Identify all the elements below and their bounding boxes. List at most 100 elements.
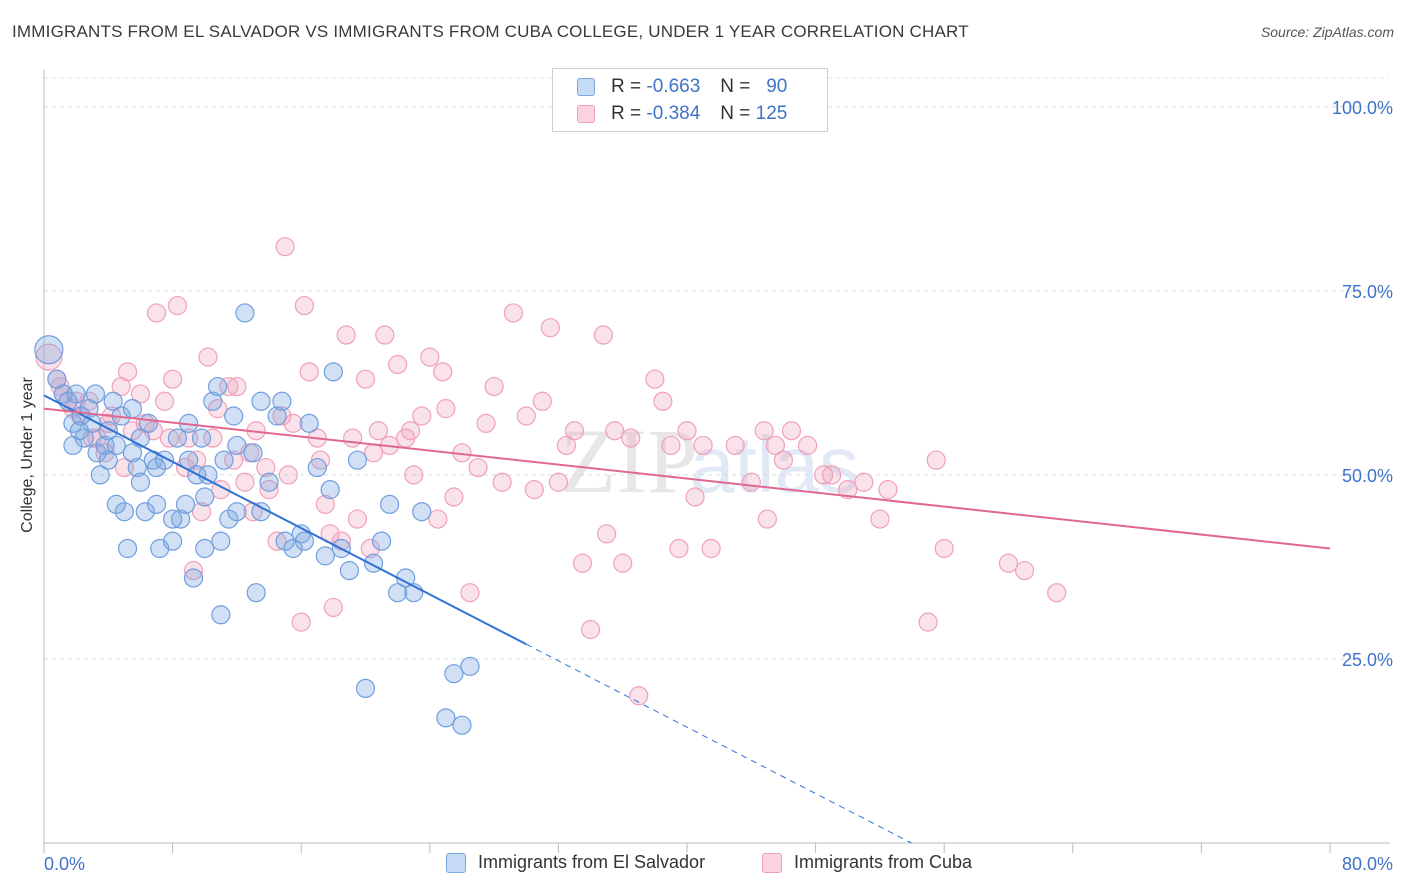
data-point-cuba bbox=[299, 362, 319, 382]
swatch-el-salvador bbox=[577, 78, 595, 96]
data-point-cuba bbox=[613, 553, 633, 573]
data-point-cuba bbox=[412, 406, 432, 426]
data-point-el-salvador bbox=[98, 450, 118, 470]
data-point-cuba bbox=[235, 472, 255, 492]
data-point-el-salvador bbox=[117, 538, 138, 559]
data-point-cuba bbox=[532, 391, 552, 411]
data-point-el-salvador bbox=[146, 494, 167, 514]
legend-item-cuba[interactable]: Immigrants from Cuba bbox=[762, 852, 972, 873]
data-point-cuba bbox=[363, 443, 384, 463]
data-point-cuba bbox=[797, 435, 818, 456]
data-point-cuba bbox=[436, 399, 456, 419]
data-point-el-salvador bbox=[224, 406, 244, 426]
data-point-cuba bbox=[564, 421, 585, 441]
data-point-el-salvador bbox=[191, 428, 212, 448]
data-point-el-salvador bbox=[452, 715, 472, 735]
data-point-cuba bbox=[35, 343, 63, 371]
data-point-el-salvador bbox=[87, 443, 107, 463]
data-point-cuba bbox=[516, 406, 536, 426]
data-point-cuba bbox=[272, 406, 292, 426]
data-point-el-salvador bbox=[66, 384, 86, 404]
data-point-cuba bbox=[130, 384, 151, 404]
trend-line-el-salvador-dashed bbox=[526, 643, 912, 844]
data-point-cuba bbox=[163, 369, 183, 389]
data-point-cuba bbox=[580, 619, 601, 640]
data-point-cuba bbox=[701, 538, 721, 559]
data-point-el-salvador bbox=[246, 583, 266, 603]
data-point-el-salvador bbox=[195, 538, 215, 559]
data-point-cuba bbox=[433, 362, 453, 382]
data-point-cuba bbox=[781, 421, 802, 441]
data-point-el-salvador bbox=[95, 435, 115, 456]
data-point-el-salvador bbox=[347, 450, 368, 470]
data-point-cuba bbox=[368, 421, 388, 441]
data-point-el-salvador bbox=[106, 435, 126, 456]
data-point-el-salvador bbox=[85, 384, 106, 404]
data-point-el-salvador bbox=[283, 538, 303, 559]
data-point-el-salvador bbox=[211, 531, 231, 551]
data-point-cuba bbox=[870, 509, 890, 529]
data-point-el-salvador bbox=[444, 664, 464, 684]
data-point-cuba bbox=[685, 487, 705, 507]
grid-lines bbox=[44, 77, 1390, 660]
data-point-el-salvador bbox=[460, 656, 480, 676]
data-point-el-salvador bbox=[171, 509, 191, 529]
data-point-cuba bbox=[757, 509, 777, 529]
data-point-cuba bbox=[420, 347, 440, 367]
data-point-cuba bbox=[294, 295, 315, 316]
data-point-cuba bbox=[814, 465, 834, 485]
data-points bbox=[34, 237, 1067, 735]
data-point-cuba bbox=[677, 421, 697, 441]
data-point-cuba bbox=[191, 502, 212, 522]
data-point-cuba bbox=[227, 376, 247, 397]
stats-legend: R = -0.663 N = 90 R = -0.384 N = 125 bbox=[552, 68, 828, 132]
data-point-cuba bbox=[822, 465, 842, 485]
swatch-cuba bbox=[577, 105, 595, 123]
data-point-el-salvador bbox=[63, 413, 83, 433]
data-point-cuba bbox=[360, 538, 380, 559]
data-point-el-salvador bbox=[299, 413, 319, 433]
data-point-el-salvador bbox=[163, 509, 183, 529]
data-point-el-salvador bbox=[227, 435, 247, 456]
data-point-el-salvador bbox=[34, 335, 64, 365]
data-point-el-salvador bbox=[122, 443, 143, 463]
legend-item-el-salvador[interactable]: Immigrants from El Salvador bbox=[446, 852, 705, 873]
data-point-el-salvador bbox=[219, 509, 239, 529]
data-point-el-salvador bbox=[208, 376, 228, 397]
data-point-el-salvador bbox=[90, 465, 110, 485]
data-point-el-salvador bbox=[388, 583, 408, 603]
data-point-cuba bbox=[605, 421, 625, 441]
data-point-el-salvador bbox=[175, 494, 196, 514]
data-point-el-salvador bbox=[267, 406, 287, 426]
data-point-cuba bbox=[167, 295, 188, 316]
data-point-cuba bbox=[492, 472, 512, 492]
data-point-cuba bbox=[653, 391, 673, 411]
data-point-cuba bbox=[347, 509, 368, 529]
data-point-cuba bbox=[854, 472, 874, 492]
data-point-cuba bbox=[934, 538, 954, 559]
data-point-el-salvador bbox=[130, 472, 151, 492]
legend-swatch-cuba bbox=[762, 852, 782, 873]
y-tick-label: 100.0% bbox=[1332, 98, 1393, 118]
trend-line-el-salvador bbox=[43, 394, 527, 646]
data-point-cuba bbox=[765, 435, 786, 456]
data-point-cuba bbox=[275, 237, 295, 257]
data-point-cuba bbox=[918, 612, 938, 632]
data-point-el-salvador bbox=[183, 568, 204, 588]
data-point-cuba bbox=[754, 421, 774, 441]
data-point-el-salvador bbox=[63, 435, 83, 456]
data-point-el-salvador bbox=[320, 480, 340, 500]
axes bbox=[43, 70, 1390, 853]
data-point-cuba bbox=[693, 435, 713, 456]
data-point-cuba bbox=[291, 612, 311, 632]
data-point-cuba bbox=[267, 531, 287, 551]
data-point-cuba bbox=[468, 457, 488, 478]
data-point-el-salvador bbox=[211, 605, 231, 625]
data-point-cuba bbox=[460, 583, 480, 603]
data-point-cuba bbox=[597, 524, 617, 544]
source-label: Source: ZipAtlas.com bbox=[1260, 24, 1394, 40]
data-point-el-salvador bbox=[307, 457, 327, 478]
data-point-cuba bbox=[484, 376, 504, 397]
data-point-el-salvador bbox=[103, 391, 123, 411]
